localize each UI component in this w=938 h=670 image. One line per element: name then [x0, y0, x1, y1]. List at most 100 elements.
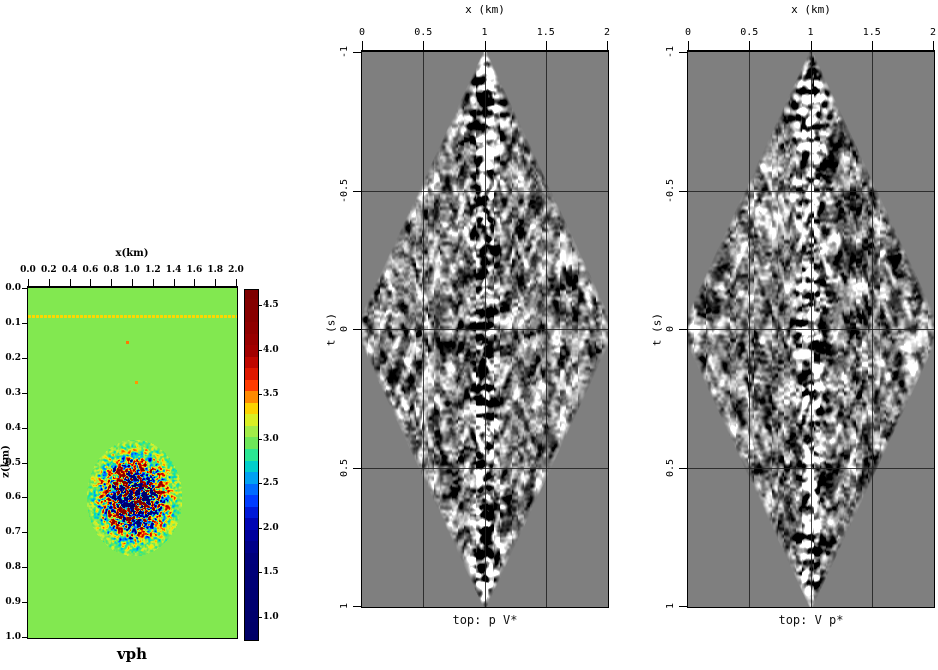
t-tick-mark — [679, 606, 688, 607]
colorbar-tick-mark — [258, 483, 262, 485]
t-tick-label: 0 — [339, 325, 350, 333]
x-tick-mark — [236, 279, 237, 287]
x-tick-mark — [484, 41, 486, 50]
z-tick-label: 0.5 — [5, 457, 21, 468]
t-tick-label: 0 — [665, 325, 676, 333]
z-tick-mark — [22, 322, 28, 324]
colorbar-tick-mark — [258, 394, 262, 396]
pv-caption: top: p V* — [452, 613, 518, 627]
colorbar-tick-mark — [258, 572, 262, 574]
x-tick-label: 0 — [684, 27, 692, 38]
pv-seismic-image — [361, 50, 609, 608]
vph-caption: vph — [116, 645, 148, 663]
x-tick-label: 2.0 — [228, 265, 244, 275]
colorbar-tick-label: 4.0 — [263, 344, 279, 355]
pv-x-axis-title: x (km) — [465, 3, 505, 16]
x-tick-label: 1.8 — [207, 265, 224, 275]
vp-seismic-image — [687, 50, 935, 608]
x-tick-label: 1.5 — [862, 27, 881, 38]
x-tick-label: 0.8 — [103, 265, 120, 275]
x-tick-mark — [215, 279, 217, 287]
t-tick-label: 0.5 — [665, 458, 676, 477]
x-tick-mark — [173, 279, 175, 287]
colorbar-tick-mark — [258, 438, 262, 440]
x-tick-label: 0.6 — [82, 265, 99, 275]
x-tick-mark — [423, 41, 425, 50]
x-tick-label: 1.6 — [186, 265, 203, 275]
x-tick-label: 2 — [929, 27, 937, 38]
x-tick-mark — [48, 279, 50, 287]
t-tick-label: -0.5 — [339, 178, 350, 203]
x-tick-mark — [152, 279, 154, 287]
t-tick-mark — [679, 467, 688, 469]
x-tick-label: 1 — [807, 27, 814, 38]
x-tick-mark — [28, 279, 29, 287]
t-tick-label: 0.5 — [339, 458, 350, 477]
colorbar-tick-label: 3.5 — [263, 389, 279, 400]
vp-t-axis-title: t (s) — [650, 312, 664, 347]
x-tick-mark — [90, 279, 92, 287]
z-tick-mark — [22, 637, 28, 638]
colorbar-tick-label: 1.0 — [263, 611, 279, 622]
colorbar-tick-label: 2.0 — [263, 522, 279, 533]
x-tick-mark — [362, 41, 363, 50]
t-tick-label: 1 — [665, 602, 676, 610]
colorbar-tick-mark — [258, 349, 262, 351]
z-tick-label: 0.9 — [5, 597, 21, 608]
t-tick-mark — [353, 606, 362, 607]
x-tick-mark — [132, 279, 133, 287]
z-tick-mark — [22, 357, 28, 359]
pv-t-axis-title: t (s) — [324, 312, 338, 347]
t-tick-label: -1 — [665, 45, 676, 59]
x-tick-mark — [194, 279, 196, 287]
colorbar-tick-label: 1.5 — [263, 567, 279, 578]
z-tick-label: 0.6 — [5, 492, 21, 503]
t-tick-mark — [679, 190, 688, 192]
x-tick-mark — [871, 41, 873, 50]
t-tick-mark — [353, 190, 362, 192]
x-tick-label: 1.2 — [144, 265, 161, 275]
t-tick-mark — [353, 467, 362, 469]
x-tick-label: 2 — [603, 27, 611, 38]
colorbar-tick-mark — [258, 527, 262, 529]
colorbar-tick-label: 3.0 — [263, 433, 279, 444]
z-tick-mark — [22, 427, 28, 429]
t-tick-mark — [353, 52, 362, 53]
t-tick-label: 1 — [339, 602, 350, 610]
x-tick-label: 0.2 — [40, 265, 57, 275]
x-tick-label: 0 — [358, 27, 366, 38]
x-tick-mark — [933, 41, 934, 50]
x-tick-label: 1 — [481, 27, 488, 38]
z-tick-label: 1.0 — [5, 632, 21, 642]
vph-x-axis-title: x(km) — [115, 248, 149, 259]
t-tick-mark — [679, 329, 688, 330]
colorbar-tick-mark — [258, 305, 262, 307]
z-tick-mark — [22, 462, 28, 464]
colorbar-tick-label: 4.5 — [263, 300, 279, 311]
z-tick-label: 0.7 — [5, 527, 21, 538]
z-tick-mark — [22, 532, 28, 534]
x-tick-mark — [607, 41, 608, 50]
x-tick-mark — [69, 279, 71, 287]
x-tick-label: 0.0 — [20, 265, 36, 275]
z-tick-label: 0.1 — [5, 317, 21, 328]
z-tick-label: 0.0 — [5, 283, 21, 293]
z-tick-mark — [22, 602, 28, 604]
z-tick-mark — [22, 567, 28, 569]
z-tick-label: 0.4 — [5, 422, 21, 433]
x-tick-label: 1.5 — [536, 27, 555, 38]
vph-colorbar — [244, 289, 259, 641]
x-tick-label: 1.0 — [124, 265, 140, 275]
x-tick-label: 0.4 — [61, 265, 78, 275]
x-tick-mark — [810, 41, 812, 50]
z-tick-label: 0.3 — [5, 387, 21, 398]
z-tick-mark — [22, 497, 28, 499]
z-tick-mark — [22, 288, 28, 289]
colorbar-tick-label: 2.5 — [263, 478, 279, 489]
x-tick-mark — [749, 41, 751, 50]
z-tick-label: 0.2 — [5, 352, 21, 363]
x-tick-mark — [545, 41, 547, 50]
vph-velocity-model-image — [27, 286, 238, 639]
t-tick-label: -0.5 — [665, 178, 676, 203]
